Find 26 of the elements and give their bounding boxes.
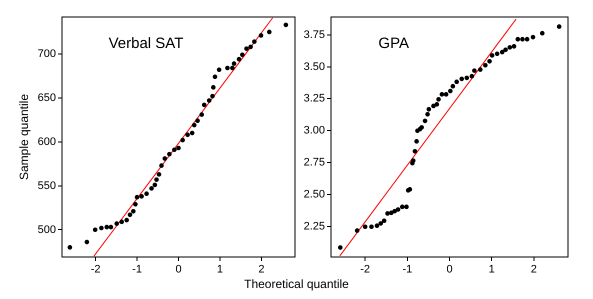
y-tick-label: 3.75 <box>304 28 325 41</box>
x-tick-label: -2 <box>360 264 370 276</box>
text: Verbal SAT <box>108 35 184 52</box>
y-tick-label: 3.25 <box>304 92 325 105</box>
x-tick-label: 1 <box>216 264 224 276</box>
y-tick-label: 550 <box>38 180 56 192</box>
y-tick-label: 600 <box>38 136 56 148</box>
x-tick-label: 1 <box>488 264 495 276</box>
y-tick-label: 2.75 <box>304 156 325 169</box>
text: GPA <box>378 35 409 52</box>
x-tick-label: 2 <box>530 264 537 276</box>
x-tick-label: -1 <box>132 264 142 276</box>
y-axis-title: Sample quantile <box>17 94 31 180</box>
x-tick-label: -1 <box>402 264 412 276</box>
y-tick-label: 2.50 <box>304 188 325 200</box>
x-tick-label: 2 <box>258 264 264 276</box>
x-tick-label: 0 <box>446 264 453 276</box>
x-axis-title: Theoretical quantile <box>243 277 350 291</box>
y-tick-label: 3.50 <box>304 60 325 73</box>
x-tick-label: -2 <box>90 264 100 276</box>
x-tick-label: 0 <box>175 264 182 276</box>
y-tick-label: 2.25 <box>304 220 325 232</box>
y-tick-label: 650 <box>38 92 56 104</box>
y-tick-label: 500 <box>38 224 56 236</box>
y-tick-label: 3.00 <box>304 124 325 137</box>
y-tick-label: 700 <box>38 48 56 60</box>
